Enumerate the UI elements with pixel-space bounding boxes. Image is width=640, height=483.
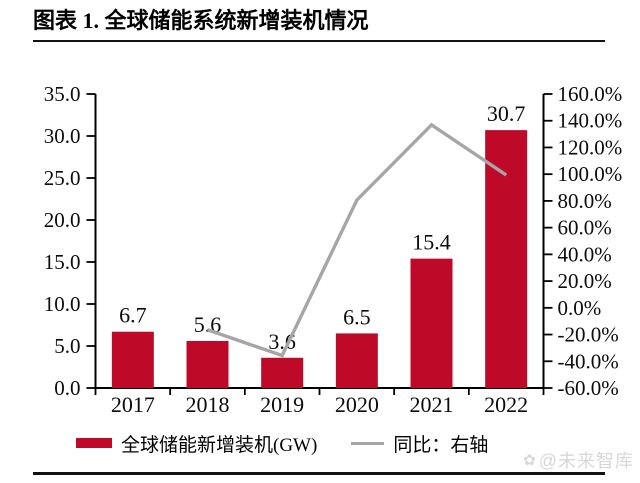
bar-2020 <box>335 333 378 388</box>
left-axis-tick-label: 15.0 <box>44 250 81 274</box>
bar-value-label-2022: 30.7 <box>487 101 526 126</box>
watermark-logo-icon: ✿ <box>523 452 537 469</box>
right-axis-tick-label: -40.0% <box>558 349 619 373</box>
legend-item-installs: 全球储能新增装机(GW) <box>76 430 317 457</box>
left-axis-tick-label: 35.0 <box>44 82 81 106</box>
bar-series-label: 全球储能新增装机(GW) <box>121 434 318 456</box>
right-axis-tick-label: 160.0% <box>558 82 623 106</box>
right-axis-tick-label: 0.0% <box>558 296 602 320</box>
title-underline <box>33 40 605 42</box>
figure-bottom-rule <box>33 472 605 475</box>
right-axis-tick-label: -60.0% <box>558 376 619 400</box>
bar-value-label-2017: 6.7 <box>119 303 147 328</box>
right-axis-tick-label: 140.0% <box>558 109 623 133</box>
x-axis-category-label-2017: 2017 <box>111 392 155 417</box>
line-series-swatch <box>351 441 385 445</box>
chart-title: 图表 1. 全球储能系统新增装机情况 <box>33 8 369 33</box>
line-series-label: 同比：右轴 <box>393 434 489 456</box>
left-axis-tick-label: 25.0 <box>44 166 81 190</box>
left-axis-tick-label: 10.0 <box>44 292 81 316</box>
right-axis-tick-label: 20.0% <box>558 269 612 293</box>
bar-2018 <box>186 340 229 388</box>
left-axis-tick-label: 0.0 <box>54 376 80 400</box>
right-axis-tick-label: 120.0% <box>558 135 623 159</box>
x-axis-category-label-2021: 2021 <box>410 392 454 417</box>
right-axis-tick-label: -20.0% <box>558 323 619 347</box>
x-axis-category-label-2022: 2022 <box>484 392 528 417</box>
right-axis-tick-label: 80.0% <box>558 189 612 213</box>
x-axis-category-label-2020: 2020 <box>335 392 379 417</box>
bar-2022 <box>485 130 528 388</box>
left-axis-tick-label: 30.0 <box>44 124 81 148</box>
bar-series-swatch <box>76 438 112 448</box>
legend-item-yoy: 同比：右轴 <box>351 430 488 457</box>
bar-2017 <box>111 331 154 388</box>
bar-2019 <box>261 357 304 388</box>
x-axis-category-label-2019: 2019 <box>260 392 304 417</box>
left-axis-tick-label: 20.0 <box>44 208 81 232</box>
right-axis-tick-label: 100.0% <box>558 162 623 186</box>
right-axis-tick-label: 40.0% <box>558 242 612 266</box>
bar-value-label-2020: 6.5 <box>343 304 371 329</box>
right-axis-tick-label: 60.0% <box>558 216 612 240</box>
x-axis-category-label-2018: 2018 <box>186 392 230 417</box>
bar-2021 <box>410 258 453 388</box>
watermark-text: @未来智库 <box>538 451 634 471</box>
watermark: ✿ @未来智库 <box>523 447 634 473</box>
yoy-line <box>206 122 508 358</box>
legend: 全球储能新增装机(GW) 同比：右轴 <box>76 430 488 457</box>
left-axis-tick-label: 5.0 <box>54 334 80 358</box>
bar-value-label-2021: 15.4 <box>412 230 451 255</box>
